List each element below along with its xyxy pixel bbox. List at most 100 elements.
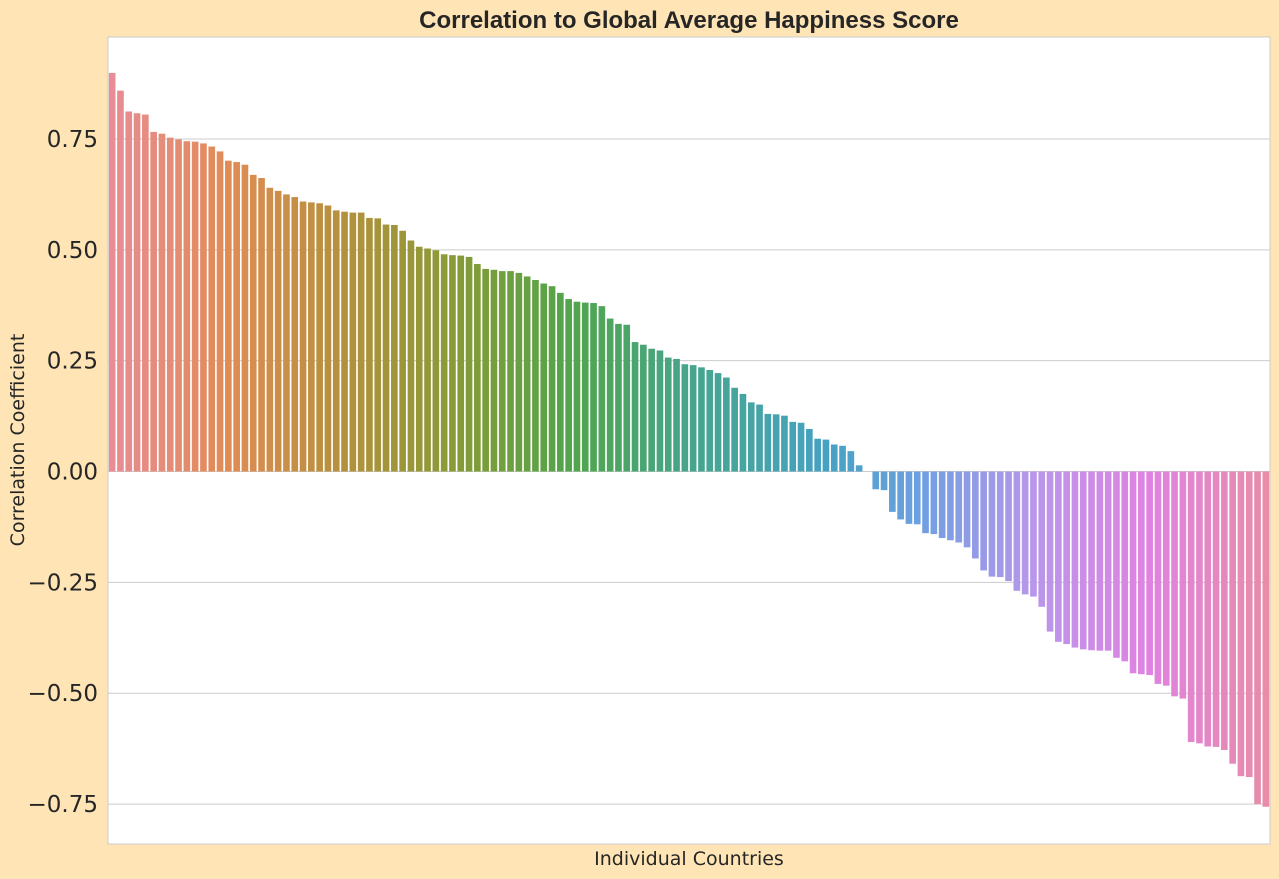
bar xyxy=(1046,471,1054,632)
bar xyxy=(980,471,987,571)
bar xyxy=(308,202,315,472)
bar xyxy=(1071,471,1079,648)
bar xyxy=(274,190,282,472)
plot-area xyxy=(107,36,1271,845)
bar xyxy=(1030,471,1037,597)
bar xyxy=(1005,471,1012,582)
bar xyxy=(216,151,224,472)
bar xyxy=(166,137,174,472)
bar xyxy=(889,471,896,512)
bar xyxy=(1096,471,1104,651)
bar xyxy=(457,255,465,472)
bar xyxy=(1262,471,1270,807)
bar xyxy=(117,90,124,472)
bar xyxy=(739,393,747,472)
bar xyxy=(183,141,191,472)
bar xyxy=(366,217,373,472)
bar xyxy=(324,205,332,472)
bar xyxy=(424,248,431,472)
bar xyxy=(855,465,863,472)
y-tick-label: 0.75 xyxy=(47,127,98,153)
bar xyxy=(640,344,647,472)
y-axis-label: Correlation Coefficient xyxy=(7,334,29,547)
bar xyxy=(830,444,838,472)
bar xyxy=(465,256,473,472)
bar xyxy=(963,471,971,548)
bar xyxy=(1129,471,1137,674)
bar xyxy=(299,201,307,472)
bar xyxy=(291,197,299,472)
bar xyxy=(1146,471,1153,676)
chart-title: Correlation to Global Average Happiness … xyxy=(419,7,959,34)
y-tick-label: −0.50 xyxy=(28,681,98,707)
x-axis-label: Individual Countries xyxy=(594,848,784,870)
bar xyxy=(374,218,382,472)
bar xyxy=(615,323,622,472)
bar xyxy=(1162,471,1170,686)
bar xyxy=(996,471,1004,578)
bar xyxy=(598,306,606,472)
bar xyxy=(1063,471,1070,645)
bar xyxy=(631,342,639,472)
bar xyxy=(1212,471,1220,747)
bar xyxy=(258,178,265,472)
bar xyxy=(1079,471,1087,650)
bar xyxy=(756,404,763,472)
bar xyxy=(482,268,489,472)
bar xyxy=(698,367,705,472)
bar xyxy=(108,72,116,472)
bar xyxy=(1088,471,1095,651)
bar xyxy=(142,114,149,472)
bar xyxy=(225,160,232,472)
bar xyxy=(1113,471,1120,658)
bar xyxy=(1154,471,1162,684)
bar xyxy=(498,271,506,472)
bar xyxy=(581,302,589,472)
bar xyxy=(872,471,880,490)
bar xyxy=(922,471,929,534)
bar xyxy=(1237,471,1245,777)
bar xyxy=(399,230,406,472)
bar xyxy=(200,143,207,472)
y-axis-ticks: 0.75 0.50 0.25 0.00 −0.25 −0.50 −0.75 xyxy=(28,127,98,818)
bar xyxy=(133,113,141,472)
bar xyxy=(316,203,323,472)
bar xyxy=(391,225,398,472)
bar xyxy=(557,292,564,472)
bar xyxy=(590,303,597,472)
bar xyxy=(656,350,664,472)
bars xyxy=(108,72,1270,807)
bar xyxy=(972,471,979,559)
bar xyxy=(1104,471,1112,651)
bar xyxy=(839,445,846,472)
y-tick-label: 0.50 xyxy=(47,238,98,264)
bar xyxy=(266,187,274,472)
bar xyxy=(1013,471,1021,591)
bar xyxy=(540,283,548,472)
bar xyxy=(648,348,655,472)
bar xyxy=(606,318,614,472)
y-tick-label: 0.00 xyxy=(47,460,98,486)
bar xyxy=(681,364,689,472)
bar xyxy=(847,451,855,472)
bar xyxy=(507,271,514,472)
bar xyxy=(532,279,539,472)
bar xyxy=(440,254,448,472)
bar xyxy=(1221,471,1228,750)
bar xyxy=(880,471,888,491)
bar xyxy=(905,471,913,524)
bar xyxy=(490,269,498,472)
bar xyxy=(573,301,581,472)
bar xyxy=(1196,471,1203,744)
bar xyxy=(897,471,904,520)
bar xyxy=(664,357,672,472)
bar xyxy=(814,438,821,472)
bar xyxy=(772,414,780,472)
bar xyxy=(723,377,730,472)
bar xyxy=(432,250,440,472)
bar xyxy=(806,428,813,472)
bar xyxy=(913,471,921,525)
bar xyxy=(283,194,290,472)
bar xyxy=(158,133,166,472)
